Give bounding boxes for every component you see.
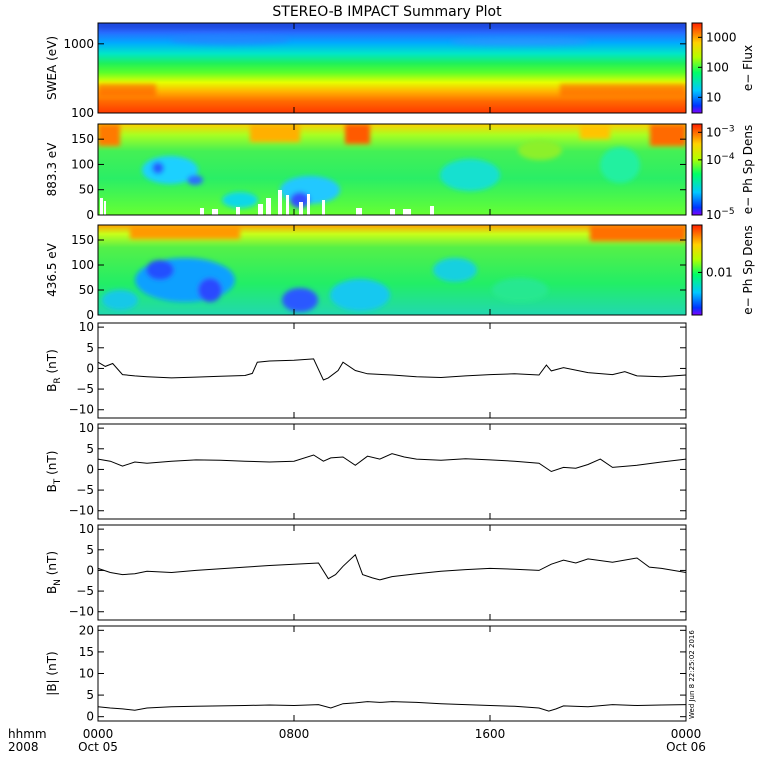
- colorbar-tick-label: 10: [706, 90, 721, 104]
- colorbar-swea: [691, 22, 703, 114]
- colorbar-tick-label: 1000: [706, 30, 737, 44]
- ytick-label: 50: [79, 183, 94, 197]
- colorbar-label-2: e− Ph Sp Dens: [741, 125, 755, 214]
- footer-year-label: 2008: [8, 740, 39, 754]
- colorbar-label-1: e− Flux: [741, 45, 755, 91]
- ytick-label: 5: [86, 442, 94, 456]
- panel-6-axes: −10 −5 0 5 10 BN (nT): [45, 522, 687, 620]
- swea-spectrogram: [98, 23, 686, 113]
- colorbar-3-labels: 0.01 e− Ph Sp Dens: [698, 225, 755, 315]
- ylabel-panel-7: |B| (nT): [45, 651, 59, 695]
- xtick-label-date: Oct 05: [78, 740, 118, 754]
- ytick-label: 1000: [63, 37, 94, 51]
- panel-2-axes: 0 50 100 150 883.3 eV: [45, 124, 687, 222]
- ytick-label: 0: [86, 361, 94, 375]
- ytick-label: 10: [79, 421, 94, 435]
- ylabel-panel-2: 883.3 eV: [45, 142, 59, 197]
- series-line-panel-4: [97, 358, 687, 381]
- colorbar-pad-883: [691, 123, 703, 216]
- ytick-label: 0: [86, 208, 94, 222]
- ytick-label: 5: [86, 688, 94, 702]
- ylabel-panel-6: BN (nT): [45, 551, 63, 594]
- ytick-label: 0: [86, 563, 94, 577]
- ytick-label: −5: [76, 382, 94, 396]
- colorbar-tick-label: 0.01: [706, 265, 733, 279]
- ytick-label: 0: [86, 710, 94, 724]
- ytick-label: 100: [71, 157, 94, 171]
- xtick-label-date: Oct 06: [666, 740, 706, 754]
- ytick-label: 20: [79, 623, 94, 637]
- ytick-label: 50: [79, 283, 94, 297]
- ylabel-panel-1: SWEA (eV): [45, 36, 59, 100]
- panel-frame-pad-436: [97, 224, 687, 316]
- panel-4-axes: −10 −5 0 5 10 BR (nT): [45, 320, 687, 418]
- ytick-label: 0: [86, 308, 94, 322]
- plot-timestamp: Wed Jun 8 22:25:02 2016: [688, 630, 696, 719]
- panel-frame-br: [97, 322, 687, 419]
- ytick-label: −10: [69, 504, 94, 518]
- xtick-label-time: 0000: [671, 727, 702, 741]
- pad-883-spectrogram: [98, 124, 686, 215]
- ytick-label: −10: [69, 403, 94, 417]
- ytick-label: 10: [79, 667, 94, 681]
- ytick-label: 150: [71, 132, 94, 146]
- colorbar-2-labels: 10−5 10−4 10−3 e− Ph Sp Dens: [698, 124, 755, 222]
- panel-frame-swea: [97, 22, 687, 114]
- series-line-panel-5: [97, 453, 687, 473]
- ylabel-panel-5: BT (nT): [45, 451, 63, 493]
- xtick-label-time: 1600: [475, 727, 506, 741]
- panel-5-axes: −10 −5 0 5 10 BT (nT): [45, 421, 687, 519]
- ytick-label: −5: [76, 584, 94, 598]
- ytick-label: 100: [71, 258, 94, 272]
- ytick-label: 5: [86, 341, 94, 355]
- xtick-label-time: 0000: [83, 727, 114, 741]
- series-line-panel-7: [97, 701, 687, 712]
- colorbar-1-labels: 10 100 1000 e− Flux: [698, 30, 755, 104]
- ytick-label: 5: [86, 543, 94, 557]
- ytick-label: 100: [71, 106, 94, 120]
- colorbar-tick-label: 100: [706, 60, 729, 74]
- series-line-panel-6: [97, 553, 687, 581]
- ytick-label: 10: [79, 522, 94, 536]
- colorbar-label-3: e− Ph Sp Dens: [741, 225, 755, 314]
- colorbar-tick-label: 10−4: [706, 152, 735, 167]
- ytick-label: 0: [86, 462, 94, 476]
- ylabel-panel-3: 436.5 eV: [45, 242, 59, 297]
- plot-title: STEREO-B IMPACT Summary Plot: [272, 4, 502, 20]
- pad-883-gaps: [100, 190, 434, 215]
- ytick-label: −10: [69, 605, 94, 619]
- ytick-label: 10: [79, 320, 94, 334]
- pad-436-spectrogram: [98, 225, 686, 315]
- panel-7-axes: 0 5 10 15 20 |B| (nT): [45, 623, 687, 724]
- ytick-label: −5: [76, 483, 94, 497]
- colorbar-tick-label: 10−3: [706, 124, 735, 139]
- ytick-label: 150: [71, 233, 94, 247]
- panel-frame-pad-883: [97, 123, 687, 216]
- panel-1-axes: 100 1000 SWEA (eV): [45, 23, 687, 120]
- ytick-label: 15: [79, 645, 94, 659]
- panel-frame-bn: [97, 524, 687, 621]
- colorbar-pad-436: [691, 224, 703, 316]
- xtick-label-time: 0800: [279, 727, 310, 741]
- footer-time-label: hhmm: [8, 727, 47, 741]
- ylabel-panel-4: BR (nT): [45, 349, 63, 392]
- panel-3-axes: 0 50 100 150 436.5 eV: [45, 225, 687, 322]
- panel-frame-bt: [97, 423, 687, 520]
- colorbar-tick-label: 10−5: [706, 207, 735, 222]
